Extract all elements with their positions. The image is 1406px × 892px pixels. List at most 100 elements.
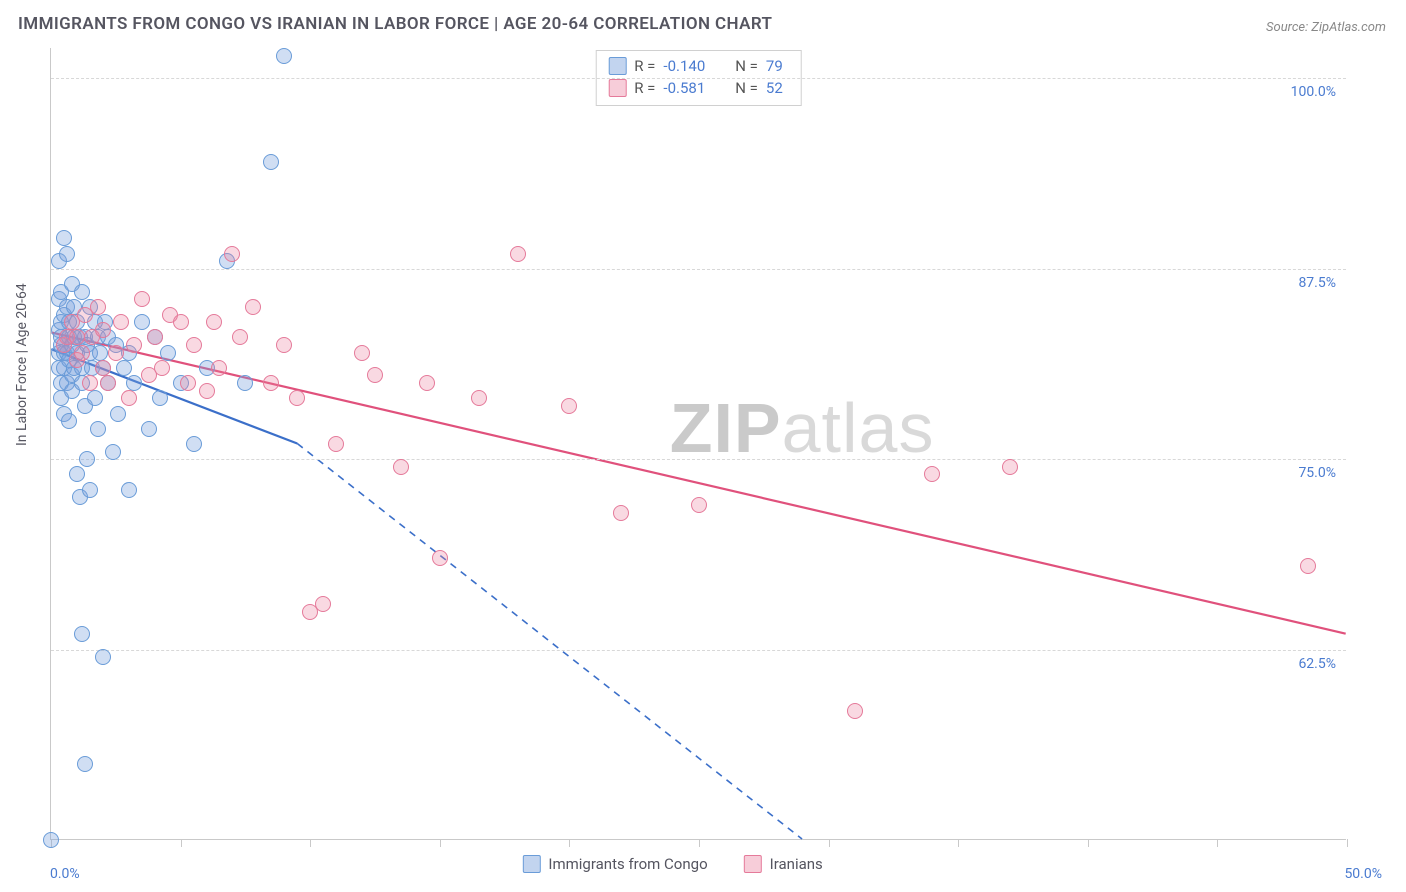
scatter-point-iranians [432,550,448,566]
y-tick-label: 100.0% [1291,84,1336,100]
scatter-point-iranians [263,375,279,391]
scatter-point-congo [90,421,106,437]
scatter-point-congo [59,246,75,262]
scatter-point-congo [95,649,111,665]
legend-n-label: N = [735,79,758,97]
scatter-point-congo [69,466,85,482]
scatter-point-iranians [924,466,940,482]
scatter-point-congo [237,375,253,391]
scatter-point-congo [134,314,150,330]
source-attribution: Source: ZipAtlas.com [1266,20,1386,35]
scatter-point-iranians [100,375,116,391]
scatter-point-iranians [186,337,202,353]
scatter-point-iranians [354,345,370,361]
scatter-point-iranians [211,360,227,376]
plot-area: ZIPatlas R =-0.140N =79R =-0.581N =52 Im… [50,48,1346,840]
y-tick-label: 87.5% [1298,275,1336,291]
correlation-legend-row: R = -0.581 N = 52 [608,77,783,99]
x-tick [310,839,311,847]
x-tick [1088,839,1089,847]
y-tick-label: 75.0% [1298,465,1336,481]
scatter-point-iranians [691,497,707,513]
grid-line-h [51,650,1346,651]
legend-swatch [744,855,762,873]
scatter-point-iranians [232,329,248,345]
scatter-point-congo [87,390,103,406]
scatter-point-congo [110,406,126,422]
x-tick [829,839,830,847]
scatter-point-iranians [180,375,196,391]
scatter-point-iranians [69,329,85,345]
scatter-point-congo [56,230,72,246]
scatter-point-iranians [367,367,383,383]
scatter-point-iranians [199,383,215,399]
scatter-point-iranians [95,322,111,338]
scatter-point-congo [74,284,90,300]
scatter-point-congo [276,48,292,64]
scatter-point-iranians [90,299,106,315]
scatter-point-congo [105,444,121,460]
scatter-point-congo [92,345,108,361]
scatter-point-iranians [95,360,111,376]
x-tick-label-min: 0.0% [50,866,80,882]
legend-swatch [608,79,626,97]
scatter-point-congo [116,360,132,376]
correlation-legend-row: R =-0.140N =79 [608,55,783,77]
legend-r-value: -0.581 [663,79,705,97]
scatter-point-iranians [126,337,142,353]
series-legend-label: Iranians [770,855,823,873]
scatter-point-congo [121,482,137,498]
x-tick [569,839,570,847]
scatter-point-congo [74,626,90,642]
trend-line [297,444,802,840]
scatter-point-iranians [419,375,435,391]
x-tick [1217,839,1218,847]
scatter-point-congo [126,375,142,391]
series-legend-item: Immigrants from Congo [522,855,707,873]
scatter-point-iranians [328,436,344,452]
scatter-point-iranians [276,337,292,353]
chart-title: IMMIGRANTS FROM CONGO VS IRANIAN IN LABO… [18,14,772,34]
scatter-point-iranians [245,299,261,315]
scatter-point-iranians [173,314,189,330]
scatter-point-congo [152,390,168,406]
legend-n-value: 52 [766,79,783,97]
scatter-point-congo [141,421,157,437]
scatter-point-congo [160,345,176,361]
series-legend-label: Immigrants from Congo [548,855,707,873]
scatter-point-iranians [1002,459,1018,475]
scatter-point-iranians [154,360,170,376]
legend-r-label: R = [634,57,655,75]
legend-r-label: R = [634,79,655,97]
legend-swatch [522,855,540,873]
grid-line-h [51,459,1346,460]
legend-n-value: 79 [766,57,783,75]
y-axis-label: In Labor Force | Age 20-64 [14,283,30,446]
x-tick [440,839,441,847]
x-tick [181,839,182,847]
series-legend-item: Iranians [744,855,823,873]
scatter-point-congo [263,154,279,170]
scatter-point-iranians [134,291,150,307]
scatter-point-congo [77,756,93,772]
trend-lines-svg [51,48,1346,839]
y-tick-label: 62.5% [1298,656,1336,672]
scatter-point-congo [82,482,98,498]
scatter-point-iranians [393,459,409,475]
scatter-point-iranians [510,246,526,262]
legend-r-value: -0.140 [663,57,705,75]
scatter-point-iranians [121,390,137,406]
grid-line-h [51,269,1346,270]
scatter-point-iranians [113,314,129,330]
scatter-point-iranians [108,345,124,361]
scatter-point-iranians [471,390,487,406]
scatter-point-congo [186,436,202,452]
scatter-point-iranians [613,505,629,521]
scatter-point-iranians [561,398,577,414]
scatter-point-iranians [74,345,90,361]
scatter-point-iranians [82,375,98,391]
x-tick-label-max: 50.0% [1344,866,1382,882]
series-legend: Immigrants from Congo Iranians [522,855,822,873]
x-tick [699,839,700,847]
scatter-point-iranians [206,314,222,330]
